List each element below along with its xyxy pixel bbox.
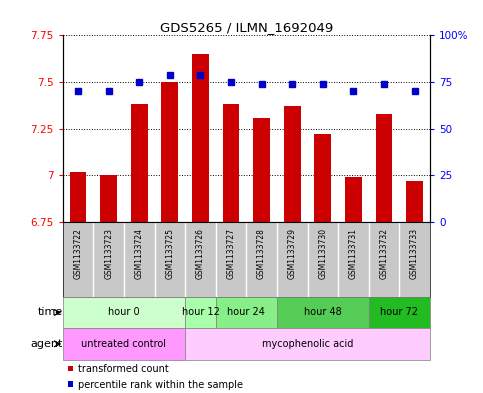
- Text: mycophenolic acid: mycophenolic acid: [262, 339, 353, 349]
- Text: agent: agent: [30, 339, 63, 349]
- Text: hour 72: hour 72: [380, 307, 418, 318]
- Bar: [63, 297, 185, 328]
- Text: GSM1133726: GSM1133726: [196, 228, 205, 279]
- Bar: [192, 54, 209, 222]
- Bar: [277, 297, 369, 328]
- Text: GSM1133724: GSM1133724: [135, 228, 144, 279]
- Bar: [314, 134, 331, 222]
- Bar: [369, 297, 430, 328]
- Title: GDS5265 / ILMN_1692049: GDS5265 / ILMN_1692049: [160, 21, 333, 34]
- Bar: [284, 106, 300, 222]
- Text: percentile rank within the sample: percentile rank within the sample: [78, 380, 243, 390]
- Bar: [100, 175, 117, 222]
- Bar: [63, 328, 185, 360]
- Text: hour 24: hour 24: [227, 307, 265, 318]
- Bar: [376, 114, 392, 222]
- Text: time: time: [38, 307, 63, 318]
- Bar: [185, 328, 430, 360]
- Bar: [161, 82, 178, 222]
- Text: GSM1133727: GSM1133727: [227, 228, 236, 279]
- Bar: [216, 297, 277, 328]
- Bar: [406, 181, 423, 222]
- Text: GSM1133731: GSM1133731: [349, 228, 358, 279]
- Bar: [345, 177, 362, 222]
- Bar: [253, 118, 270, 222]
- Bar: [223, 105, 240, 222]
- Text: transformed count: transformed count: [78, 364, 169, 375]
- Text: GSM1133730: GSM1133730: [318, 228, 327, 279]
- Bar: [70, 172, 86, 222]
- Text: GSM1133725: GSM1133725: [165, 228, 174, 279]
- Bar: [185, 297, 216, 328]
- Text: hour 12: hour 12: [182, 307, 219, 318]
- Text: GSM1133723: GSM1133723: [104, 228, 113, 279]
- Text: hour 0: hour 0: [108, 307, 140, 318]
- Bar: [131, 105, 148, 222]
- Text: hour 48: hour 48: [304, 307, 341, 318]
- Text: GSM1133732: GSM1133732: [380, 228, 388, 279]
- Text: GSM1133722: GSM1133722: [73, 228, 83, 279]
- Text: untreated control: untreated control: [82, 339, 167, 349]
- Text: GSM1133728: GSM1133728: [257, 228, 266, 279]
- Text: GSM1133733: GSM1133733: [410, 228, 419, 279]
- Text: GSM1133729: GSM1133729: [288, 228, 297, 279]
